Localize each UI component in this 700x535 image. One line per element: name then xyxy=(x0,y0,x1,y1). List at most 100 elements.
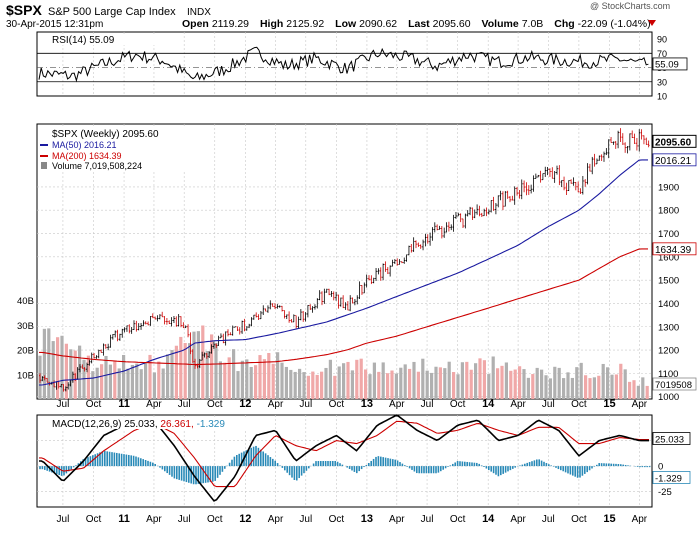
x-tick-label: Apr xyxy=(268,514,284,525)
x-tick-label: Jul xyxy=(57,514,70,525)
volume-bar xyxy=(606,367,610,399)
volume-bar xyxy=(474,363,478,399)
x-tick-label: 11 xyxy=(118,398,130,410)
volume-value-box xyxy=(652,377,697,391)
ma50-value-label-box xyxy=(652,153,697,167)
x-tick-label: Apr xyxy=(632,514,648,525)
x-tick-label: Oct xyxy=(86,514,102,525)
volume-bar xyxy=(553,366,557,399)
ma200-value-label-box xyxy=(652,242,697,256)
volume-bar xyxy=(86,355,90,399)
volume-bar xyxy=(161,368,165,399)
volume-bar xyxy=(342,363,346,399)
x-tick-label: Oct xyxy=(450,514,466,525)
x-tick-label: 11 xyxy=(118,513,130,525)
volume-value: 7.0B xyxy=(522,18,544,30)
x-tick-label: Apr xyxy=(146,514,162,525)
macd-value-label: 25.033 xyxy=(655,435,684,446)
volume-bar xyxy=(641,377,645,399)
volume-bar xyxy=(487,374,491,399)
volume-bar xyxy=(328,359,332,399)
chg-label: Chg xyxy=(554,18,574,30)
x-tick-label: Oct xyxy=(329,514,345,525)
x-tick-label: Oct xyxy=(571,399,587,410)
volume-bar xyxy=(126,368,130,399)
volume-bar xyxy=(628,381,632,399)
high-label: High xyxy=(260,18,283,30)
volume-bar xyxy=(108,364,112,399)
volume-bar xyxy=(47,328,51,399)
rsi-legend: RSI(14) 55.09 xyxy=(52,35,115,46)
quote-line: Open 2119.29 High 2125.92 Low 2090.62 Last 2… xyxy=(182,18,651,30)
volume-bar xyxy=(636,385,640,399)
rsi-value-label: 55.09 xyxy=(655,59,679,70)
open-label: Open xyxy=(182,18,209,30)
volume-bar xyxy=(78,345,82,399)
volume-bar xyxy=(276,352,280,399)
open-value: 2119.29 xyxy=(212,18,249,30)
volume-bar xyxy=(69,349,73,399)
volume-bar xyxy=(183,342,187,399)
x-tick-label: Jul xyxy=(542,514,555,525)
volume-bar xyxy=(359,358,363,399)
volume-bar xyxy=(535,367,539,399)
volume-bar xyxy=(425,370,429,399)
volume-bar xyxy=(645,385,649,399)
x-tick-label: 14 xyxy=(482,398,495,410)
low-label: Low xyxy=(335,18,357,30)
volume-swatch xyxy=(41,162,47,169)
volume-bar xyxy=(284,366,288,399)
volume-bar xyxy=(315,374,319,399)
volume-bar xyxy=(333,375,337,399)
volume-bar xyxy=(509,370,513,399)
volume-legend: Volume 7,019,508,224 xyxy=(52,161,142,171)
price-y-tick: 1600 xyxy=(658,252,679,263)
x-tick-label: 15 xyxy=(603,398,615,410)
volume-bar xyxy=(518,366,522,399)
volume-bar xyxy=(157,361,161,399)
x-tick-label: Oct xyxy=(571,514,587,525)
x-tick-label: Jul xyxy=(178,514,191,525)
symbol-title: $SPX xyxy=(6,2,42,18)
volume-bar xyxy=(443,368,447,399)
volume-bar xyxy=(408,368,412,399)
volume-bar xyxy=(240,360,244,399)
volume-bar xyxy=(403,364,407,399)
macd-hist-value-label: -1.329 xyxy=(655,473,682,484)
price-legend: $SPX (Weekly) 2095.60 xyxy=(52,129,159,140)
x-tick-label: Apr xyxy=(510,514,526,525)
x-tick-label: 12 xyxy=(239,398,251,410)
volume-bar xyxy=(491,356,495,399)
macd-y-tick: 0 xyxy=(658,462,663,473)
volume-bar xyxy=(390,370,394,399)
last-price-label: 2095.60 xyxy=(655,137,692,148)
volume-bar xyxy=(421,358,425,399)
volume-bar xyxy=(302,372,306,399)
volume-bar xyxy=(632,380,636,399)
x-tick-label: Oct xyxy=(329,399,345,410)
volume-bar xyxy=(566,372,570,399)
volume-bar xyxy=(592,377,596,399)
volume-bar xyxy=(42,328,46,399)
volume-bar xyxy=(522,369,526,399)
volume-bar xyxy=(227,357,231,399)
price-y-tick: 1500 xyxy=(658,276,679,287)
volume-bar xyxy=(434,366,438,399)
datetime-label: 30-Apr-2015 12:31pm xyxy=(6,19,103,30)
volume-bar xyxy=(214,342,218,399)
volume-bar xyxy=(117,368,121,399)
x-tick-label: Jul xyxy=(421,514,434,525)
volume-bar xyxy=(588,378,592,399)
volume-bar xyxy=(311,371,315,399)
down-arrow-icon xyxy=(648,20,656,26)
volume-bar xyxy=(249,366,253,399)
volume-bar xyxy=(210,334,214,399)
x-tick-label: Apr xyxy=(146,399,162,410)
volume-bar xyxy=(271,363,275,399)
macd-y-tick: -25 xyxy=(658,487,672,498)
volume-bar xyxy=(254,365,258,399)
volume-bar xyxy=(430,372,434,399)
price-y-tick: 1700 xyxy=(658,229,679,240)
ma50-line xyxy=(39,159,648,386)
volume-bar xyxy=(399,367,403,399)
